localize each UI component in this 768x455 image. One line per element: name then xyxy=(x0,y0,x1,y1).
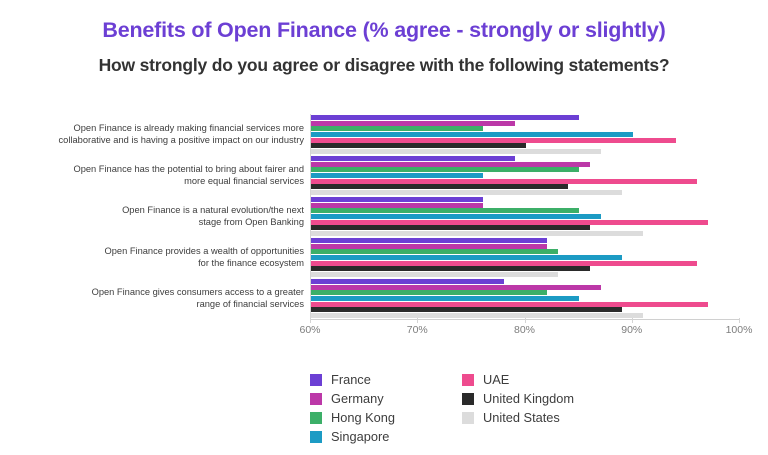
bar xyxy=(311,132,633,137)
bar xyxy=(311,208,580,214)
chart-subtitle: How strongly do you agree or disagree wi… xyxy=(98,55,670,75)
bar xyxy=(311,137,676,143)
bar xyxy=(311,312,644,318)
bar xyxy=(311,219,708,225)
bar xyxy=(311,225,590,231)
x-axis-tick-mark xyxy=(631,318,633,323)
bar xyxy=(311,279,505,285)
legend-label: United States xyxy=(483,410,560,425)
chart-title: Benefits of Open Finance (% agree - stro… xyxy=(102,18,666,42)
legend-label: Hong Kong xyxy=(331,410,396,425)
bar xyxy=(311,284,601,290)
category-label: Open Finance has the potential to bring … xyxy=(14,164,304,187)
category-label-line: for the finance ecosystem xyxy=(198,257,304,268)
category-label: Open Finance gives consumers access to a… xyxy=(14,287,304,310)
x-axis-tick-labels: 60% 70% 80% 90% 100% xyxy=(299,318,753,340)
legend-item[interactable]: United States xyxy=(462,408,574,427)
x-axis-tick-label: 80% xyxy=(513,324,536,336)
x-axis-tick-mark xyxy=(524,318,526,323)
bar xyxy=(311,230,644,236)
bar xyxy=(311,301,708,307)
bar-group xyxy=(310,155,739,196)
bar xyxy=(311,148,601,154)
bar xyxy=(311,260,698,266)
legend-item[interactable]: Hong Kong xyxy=(310,408,395,427)
x-axis-tick-label: 100% xyxy=(725,324,753,336)
legend-item[interactable]: Singapore xyxy=(310,427,395,446)
bar xyxy=(311,143,526,149)
plot-area xyxy=(310,114,739,320)
bar xyxy=(311,243,547,249)
legend-label: Singapore xyxy=(331,429,390,444)
bar xyxy=(311,161,590,167)
bar xyxy=(311,214,601,219)
bar xyxy=(311,249,558,255)
bar xyxy=(311,126,483,132)
bar xyxy=(311,255,623,260)
bar xyxy=(311,290,547,296)
category-label-line: Open Finance is a natural evolution/the … xyxy=(122,205,304,215)
category-label-line: range of financial services xyxy=(196,298,305,309)
bar xyxy=(311,120,515,126)
bar xyxy=(311,184,569,190)
category-label-line: stage from Open Banking xyxy=(198,216,304,227)
bar-group xyxy=(310,114,739,155)
bar xyxy=(311,167,580,173)
bar xyxy=(311,178,698,184)
bar-group xyxy=(310,237,739,278)
x-axis-tick-mark xyxy=(417,318,419,323)
bar xyxy=(311,271,558,277)
y-axis-line xyxy=(310,114,311,319)
legend-label: UAE xyxy=(483,372,510,387)
chart-legend: France Germany Hong Kong Singapore UAE Unite… xyxy=(310,370,730,450)
legend-swatch-icon xyxy=(462,411,474,424)
bar xyxy=(311,238,547,244)
category-label: Open Finance is already making financial… xyxy=(14,123,304,146)
x-axis-tick-mark xyxy=(739,318,740,323)
legend-swatch-icon xyxy=(462,392,474,405)
x-axis-tick-mark xyxy=(310,318,311,323)
legend-item[interactable]: United Kingdom xyxy=(462,389,574,408)
category-label-line: Open Finance is already making financial… xyxy=(73,123,304,133)
legend-item[interactable]: UAE xyxy=(462,370,574,389)
legend-label: France xyxy=(331,372,371,387)
bar xyxy=(311,197,483,203)
category-label: Open Finance is a natural evolution/the … xyxy=(14,205,304,228)
legend-item[interactable]: France xyxy=(310,370,395,389)
bar xyxy=(311,296,580,301)
bar xyxy=(311,173,483,178)
bar xyxy=(311,189,623,195)
legend-swatch-icon xyxy=(310,392,322,405)
bar xyxy=(311,115,580,121)
bar xyxy=(311,202,483,208)
legend-swatch-icon xyxy=(310,373,322,386)
legend-column-right: UAE United Kingdom United States xyxy=(462,370,574,427)
legend-label: Germany xyxy=(331,391,384,406)
legend-swatch-icon xyxy=(310,411,322,424)
legend-label: United Kingdom xyxy=(483,391,575,406)
legend-column-left: France Germany Hong Kong Singapore xyxy=(310,370,395,446)
category-label: Open Finance provides a wealth of opport… xyxy=(14,246,305,269)
category-label-line: Open Finance provides a wealth of opport… xyxy=(104,246,305,256)
category-label-line: more equal financial services xyxy=(184,175,304,186)
category-label-line: collaborative and is having a positive i… xyxy=(58,134,304,145)
bar xyxy=(311,156,515,162)
bar-group xyxy=(310,278,739,319)
category-label-line: Open Finance gives consumers access to a… xyxy=(91,287,304,297)
category-axis-labels: Open Finance is already making financial… xyxy=(10,114,304,319)
legend-swatch-icon xyxy=(462,373,474,386)
legend-item[interactable]: Germany xyxy=(310,389,395,408)
bar-group xyxy=(310,196,739,237)
x-axis-tick-label: 90% xyxy=(621,324,643,336)
category-label-line: Open Finance has the potential to bring … xyxy=(73,164,304,174)
legend-swatch-icon xyxy=(310,430,322,443)
x-axis-tick-label: 60% xyxy=(299,324,321,336)
bar xyxy=(311,266,590,272)
x-axis-tick-label: 70% xyxy=(406,324,428,336)
bar xyxy=(311,307,623,313)
